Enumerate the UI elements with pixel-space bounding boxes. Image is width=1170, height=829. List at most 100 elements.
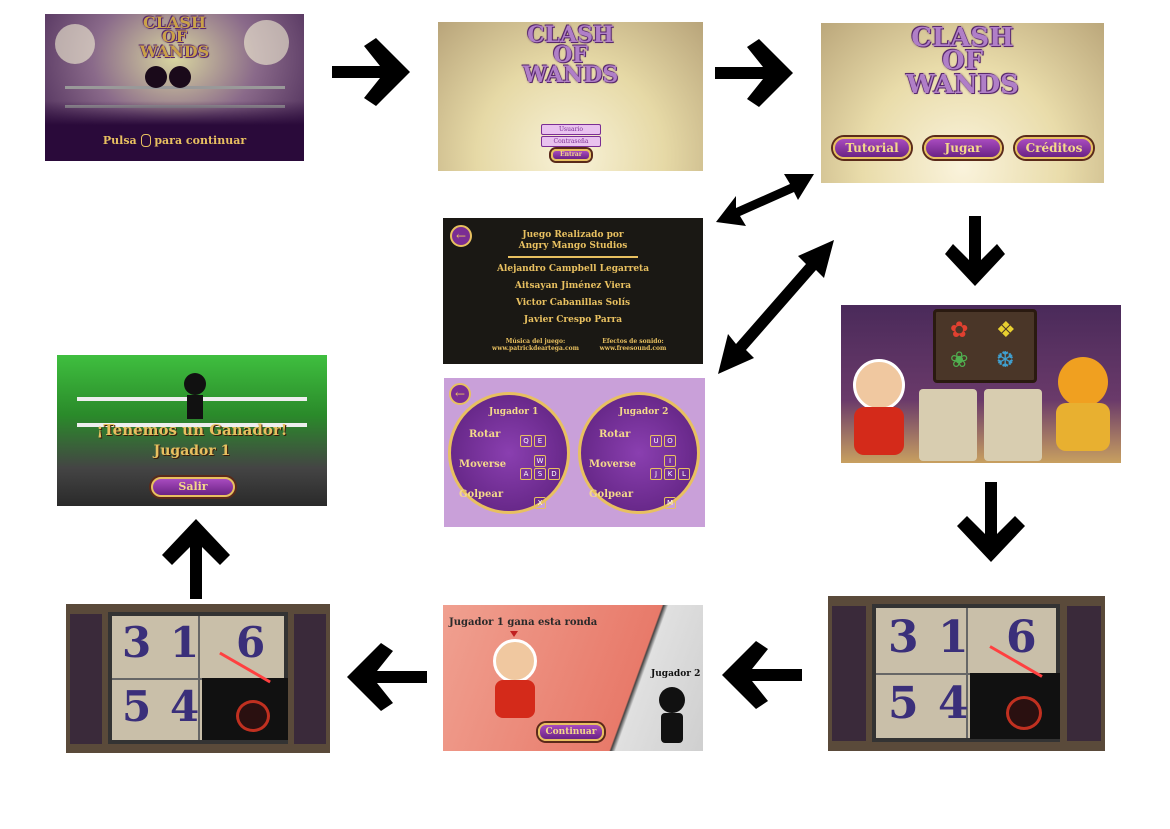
winner-marker <box>510 631 518 637</box>
play-button[interactable]: Jugar <box>924 137 1002 159</box>
back-arrow-icon: ← <box>454 387 466 401</box>
stage-light <box>55 24 95 64</box>
credits-heading: Juego Realizado por <box>522 230 624 240</box>
credit-name: Javier Crespo Parra <box>523 315 623 325</box>
game-logo: CLASH OF WANDS <box>139 14 210 61</box>
tile-number: 4 <box>170 682 200 731</box>
studio-name: Angry Mango Studios <box>518 241 628 251</box>
username-field[interactable]: Usuario <box>541 124 601 135</box>
tutorial-button[interactable]: Tutorial <box>833 137 911 159</box>
loser-silhouette <box>657 687 687 743</box>
game-logo: CLASH OF WANDS <box>906 23 1019 100</box>
hit-label: Golpear <box>459 489 504 500</box>
continue-prompt: Pulsa para continuar <box>102 133 247 147</box>
exit-button[interactable]: Salir <box>151 477 235 497</box>
hit-keys: X <box>533 490 547 509</box>
round-result-screen: Jugador 1 gana esta ronda Jugador 2 Cont… <box>443 605 703 751</box>
left-pillar <box>832 606 866 741</box>
player2-title: Jugador 2 <box>619 407 669 417</box>
move-label: Moverse <box>589 459 637 470</box>
flow-arrow-left <box>347 643 427 711</box>
sfx-credit: Efectos de sonido: www.freesound.com <box>599 338 667 352</box>
flow-arrow-right <box>332 38 410 106</box>
lightning-spell-icon[interactable]: ❖ <box>996 318 1016 343</box>
boxing-glove-icon <box>145 66 167 88</box>
champion-silhouette <box>181 373 209 421</box>
right-pillar <box>294 614 326 744</box>
rotate-label: Rotar <box>469 429 501 440</box>
move-keys-top: W <box>533 448 547 467</box>
parchment-slot-right <box>984 389 1042 461</box>
credits-screen: ← Juego Realizado por Angry Mango Studio… <box>443 218 703 364</box>
hit-keys: M <box>663 490 677 509</box>
flow-arrow-bidirectional <box>716 174 814 226</box>
water-spell-icon[interactable]: ❆ <box>996 348 1015 373</box>
flow-arrow-down <box>957 482 1025 562</box>
flow-arrow-up <box>162 519 230 599</box>
winner-player: Jugador 1 <box>153 443 231 459</box>
back-button[interactable]: ← <box>449 383 471 405</box>
music-credit: Música del juego: www.patrickdeartega.com <box>492 338 579 352</box>
credit-name: Aitsayan Jiménez Viera <box>514 281 632 291</box>
login-screen: CLASH OF WANDS Usuario Contraseña Entrar <box>438 22 703 171</box>
tile-number: 3 <box>888 612 919 663</box>
player1-title: Jugador 1 <box>489 407 539 417</box>
crowd-silhouette <box>45 101 304 161</box>
spell-board: ✿ ❖ ❀ ❆ <box>933 309 1037 383</box>
login-button[interactable]: Entrar <box>551 149 591 161</box>
tile-number: 6 <box>1006 612 1037 663</box>
mouse-icon <box>140 134 151 147</box>
left-pillar <box>70 614 102 744</box>
tile-number: 1 <box>170 618 200 667</box>
continue-button[interactable]: Continuar <box>538 723 604 741</box>
winner-title: ¡Tenemos un Ganador! <box>96 421 288 439</box>
wind-spell-icon[interactable]: ❀ <box>950 348 969 373</box>
divider <box>508 256 638 258</box>
flow-arrow-bidirectional <box>718 240 834 374</box>
credits-button[interactable]: Créditos <box>1015 137 1093 159</box>
winner-screen: ¡Tenemos un Ganador! Jugador 1 Salir <box>57 355 327 506</box>
loser-label: Jugador 2 <box>651 669 701 679</box>
main-menu-screen: CLASH OF WANDS Tutorial Jugar Créditos <box>821 23 1104 183</box>
hit-label: Golpear <box>589 489 634 500</box>
tile-number: 6 <box>236 618 266 667</box>
game-logo: CLASH OF WANDS <box>522 22 619 88</box>
back-arrow-icon: ← <box>455 229 467 243</box>
monster-mouth <box>236 700 270 732</box>
player2-wizard <box>1051 357 1115 453</box>
stage-light <box>244 20 289 65</box>
flow-arrow-down <box>945 216 1005 286</box>
splash-screen[interactable]: CLASH OF WANDS Pulsa para continuar <box>45 14 304 161</box>
round-banner: Jugador 1 gana esta ronda <box>449 617 598 628</box>
tile-number: 1 <box>938 612 969 663</box>
monster-mouth <box>1006 696 1042 730</box>
flow-arrow-right <box>715 39 793 107</box>
tile-number: 5 <box>122 682 152 731</box>
boxing-glove-icon <box>169 66 191 88</box>
move-label: Moverse <box>459 459 507 470</box>
password-field[interactable]: Contraseña <box>541 136 601 147</box>
arena-frame: 3 1 6 5 4 <box>108 612 288 744</box>
rotate-label: Rotar <box>599 429 631 440</box>
winner-wizard <box>491 639 539 718</box>
right-pillar <box>1067 606 1101 741</box>
flow-arrow-left <box>722 641 802 709</box>
fire-spell-icon[interactable]: ✿ <box>950 318 969 343</box>
credit-name: Victor Cabanillas Solís <box>515 298 631 308</box>
battle-board-screen: 3 1 6 5 4 <box>66 604 330 753</box>
tile-number: 5 <box>888 678 919 729</box>
back-button[interactable]: ← <box>450 225 472 247</box>
tile-number: 4 <box>938 678 969 729</box>
tile-number: 3 <box>122 618 152 667</box>
character-select-screen: ✿ ❖ ❀ ❆ <box>841 305 1121 463</box>
parchment-slot-left <box>919 389 977 461</box>
move-keys-top: I <box>663 448 677 467</box>
player1-wizard <box>849 359 909 455</box>
